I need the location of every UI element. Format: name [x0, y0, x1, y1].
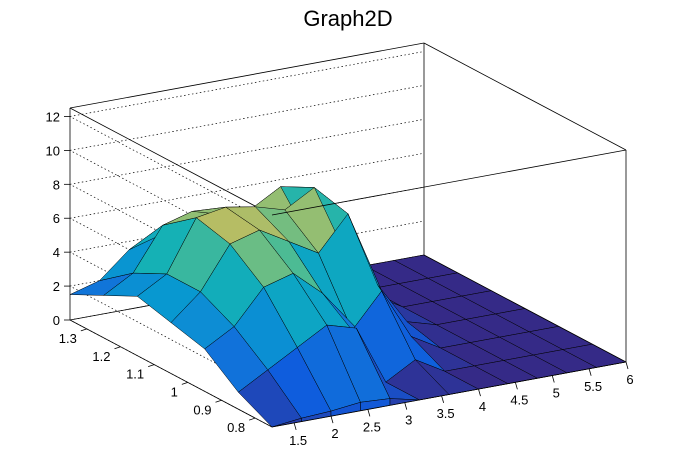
y-tick: [148, 364, 155, 367]
frame-edge: [69, 319, 273, 428]
y-tick-label: 0.8: [227, 420, 245, 435]
x-tick: [514, 382, 518, 390]
x-tick-label: 4.5: [510, 392, 528, 407]
frame-edge: [271, 149, 627, 216]
x-tick: [404, 402, 408, 410]
x-tick-label: 4: [479, 399, 486, 414]
x-tick-label: 5.5: [584, 379, 602, 394]
x-tick: [367, 409, 371, 417]
y-tick-label: 1: [171, 384, 178, 399]
x-tick-label: 6: [626, 372, 633, 387]
z-tick-label: 6: [53, 211, 60, 226]
frame-edge: [423, 42, 627, 151]
x-tick: [588, 368, 592, 376]
z-tick-label: 10: [46, 143, 60, 158]
x-tick-label: 5: [553, 386, 560, 401]
x-tick-label: 1.5: [289, 433, 307, 448]
x-tick: [478, 388, 481, 397]
z-gridline: [69, 118, 425, 185]
y-tick: [181, 382, 188, 385]
y-tick-label: 0.9: [193, 402, 211, 417]
z-tick-label: 2: [53, 279, 60, 294]
x-tick-label: 2: [331, 426, 338, 441]
y-tick-label: 1.3: [59, 331, 77, 346]
z-tick-label: 0: [53, 313, 60, 328]
x-tick: [293, 422, 297, 431]
x-tick: [625, 361, 629, 370]
x-tick: [441, 395, 445, 403]
z-gridline: [69, 85, 425, 151]
x-tick: [551, 375, 555, 383]
frame-edge: [423, 254, 627, 363]
chart-title: Graph2D: [303, 6, 392, 31]
z-gridline: [69, 51, 425, 117]
z-tick-label: 12: [46, 109, 60, 124]
y-tick: [80, 328, 87, 332]
z-tick-label: 4: [53, 245, 60, 260]
z-tick-label: 8: [53, 177, 60, 192]
frame-edge: [69, 42, 425, 109]
axis-ticks: 0 2 4 6 8 10 12 0.8 0.9 1 1.1 1.2 1.3 1.5 2 2.5 3 3.5 4 4.5…: [46, 109, 634, 447]
y-tick: [114, 346, 121, 350]
y-tick: [249, 417, 256, 421]
y-tick-label: 1.2: [92, 349, 110, 364]
y-tick-label: 1.1: [126, 367, 144, 382]
surface-mesh: [69, 186, 627, 428]
y-tick: [215, 399, 222, 403]
x-tick-label: 2.5: [363, 419, 381, 434]
frame-edge: [69, 107, 273, 216]
x-tick: [330, 416, 334, 424]
x-tick-label: 3: [405, 413, 412, 428]
x-tick-label: 3.5: [437, 406, 455, 421]
